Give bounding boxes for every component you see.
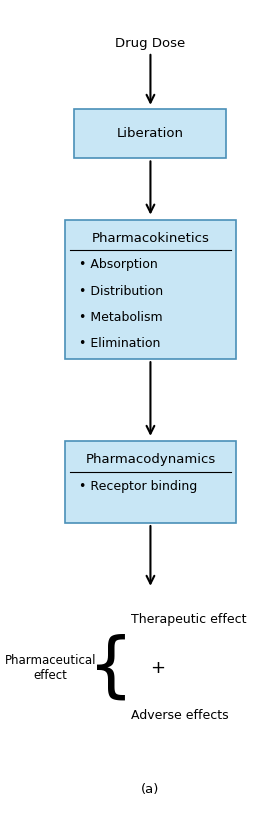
Text: • Absorption: • Absorption (79, 258, 158, 271)
Text: {: { (88, 634, 134, 703)
Text: (a): (a) (141, 783, 160, 796)
Text: Pharmacodynamics: Pharmacodynamics (85, 454, 216, 466)
Text: Pharmacokinetics: Pharmacokinetics (91, 232, 209, 245)
Text: • Receptor binding: • Receptor binding (79, 479, 197, 493)
Text: Drug Dose: Drug Dose (115, 37, 186, 50)
Text: Therapeutic effect: Therapeutic effect (131, 612, 247, 625)
Text: Adverse effects: Adverse effects (131, 710, 229, 722)
FancyBboxPatch shape (75, 109, 227, 158)
Text: • Distribution: • Distribution (79, 285, 163, 298)
Text: Pharmaceutical
effect: Pharmaceutical effect (5, 654, 96, 682)
Text: Liberation: Liberation (117, 127, 184, 140)
FancyBboxPatch shape (65, 441, 236, 523)
Text: • Metabolism: • Metabolism (79, 311, 163, 324)
Text: • Elimination: • Elimination (79, 337, 160, 350)
FancyBboxPatch shape (65, 220, 236, 359)
Text: +: + (150, 659, 165, 677)
